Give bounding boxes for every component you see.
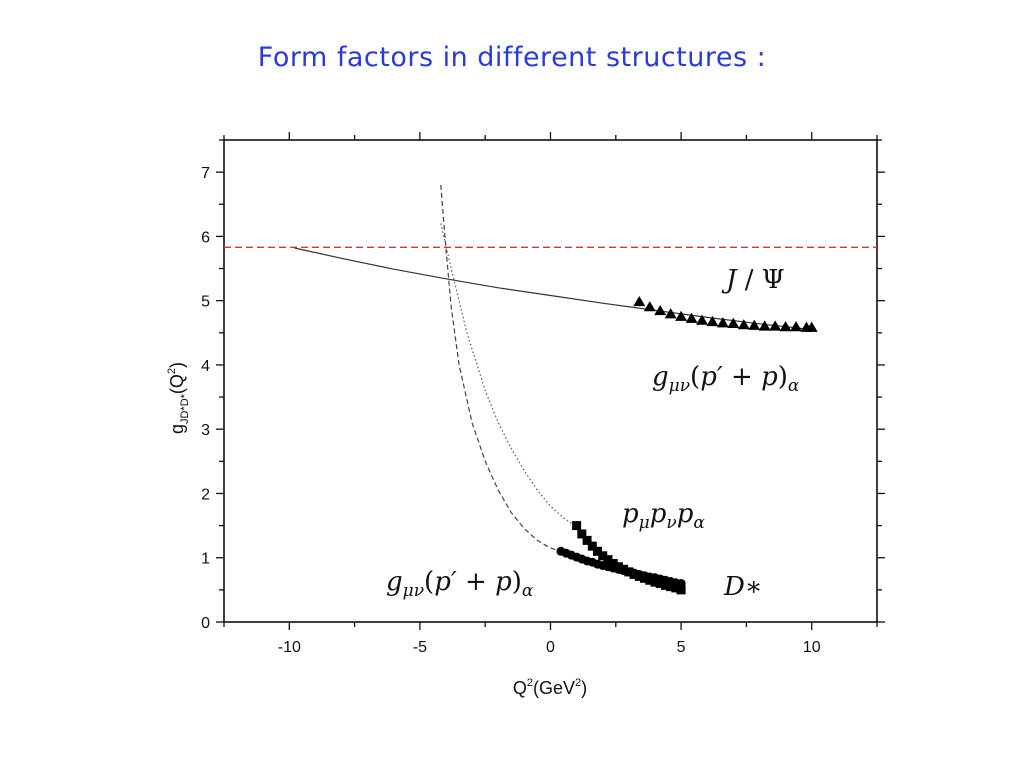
x-tick-label: 5 [677,639,686,656]
x-axis-title-base: Q [513,678,527,698]
annotation-gmunu-upper: gμν(p′ + p)α [652,362,800,396]
y-axis-title-end: ) [167,362,187,368]
x-tick-label: 10 [803,639,821,656]
markers-layer [556,296,817,594]
x-axis-title: Q2(GeV2) [513,677,587,698]
triangle-marker [675,311,687,321]
y-axis-title-base: g [167,424,187,434]
y-axis-title-mid: (Q [167,374,187,394]
y-tick-label: 6 [201,229,210,246]
fit-curve-3 [441,224,577,527]
x-tick-label: -5 [413,639,427,656]
y-tick-label: 3 [201,422,210,439]
triangle-marker [633,296,645,306]
y-axis-title-sub: JD*D* [179,393,191,424]
circle-marker [677,579,686,588]
y-tick-label: 5 [201,294,210,311]
plot: -10 -5 0 5 10 0 1 2 3 4 5 6 7 Q2(GeV2) gJD*D*(Q2) J … [0,0,1024,768]
y-tick-label: 0 [201,615,210,632]
x-tick-label: 0 [546,639,555,656]
y-axis-title: gJD*D*(Q2) [166,362,191,434]
fit-curve-2 [441,185,561,551]
x-tick-label: -10 [278,639,301,656]
annotation-jpsi: J / Ψ [721,265,785,295]
square-marker [572,521,581,530]
triangle-marker [738,319,750,329]
x-axis-title-end: ) [581,678,587,698]
y-tick-label: 7 [201,165,210,182]
y-tick-label: 2 [201,486,210,503]
triangle-marker [727,318,739,328]
annotation-dstar: D∗ [723,572,763,602]
triangle-marker [759,320,771,330]
triangle-marker [644,301,656,311]
triangle-marker [748,320,760,330]
triangle-marker [790,321,802,331]
annotation-gmunu-lower: gμν(p′ + p)α [386,567,534,601]
y-tick-label: 1 [201,551,210,568]
x-axis-title-mid: (GeV [533,678,575,698]
annotation-pmu-pnu-palpha: pμpνpα [622,499,705,533]
y-tick-label: 4 [201,358,210,375]
